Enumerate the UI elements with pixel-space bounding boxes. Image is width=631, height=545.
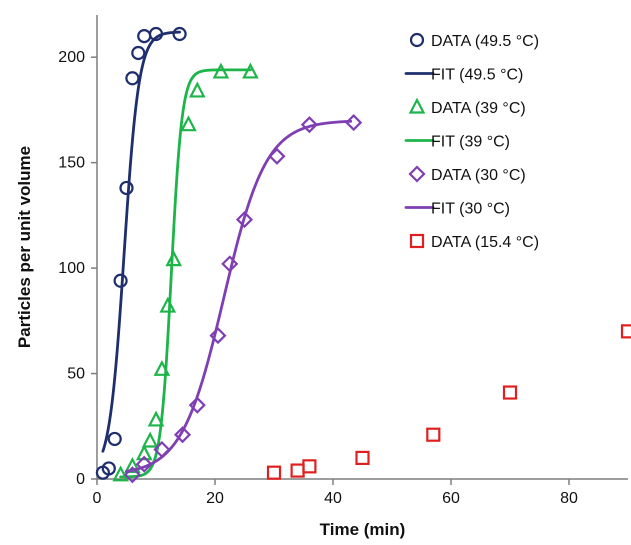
series-3 xyxy=(119,68,252,479)
x-tick-label: 80 xyxy=(560,490,578,507)
data-point xyxy=(135,455,153,473)
legend-item: DATA (49.5 °C) xyxy=(409,32,539,50)
data-point xyxy=(502,385,518,400)
data-point xyxy=(124,456,141,473)
data-point xyxy=(188,81,206,98)
y-tick-label: 0 xyxy=(76,471,85,488)
legend-marker xyxy=(408,165,426,183)
data-point xyxy=(147,410,165,427)
data-point xyxy=(300,116,318,134)
legend-marker xyxy=(409,32,425,48)
series-0 xyxy=(95,26,187,480)
data-point xyxy=(113,273,128,288)
data-point xyxy=(137,28,152,44)
data-point xyxy=(159,296,177,313)
fit-curve xyxy=(125,119,353,473)
y-axis-title: Particles per unit volume xyxy=(15,146,34,348)
legend-item: FIT (49.5 °C) xyxy=(404,67,523,84)
data-point xyxy=(107,431,122,447)
legend-item: FIT (30 °C) xyxy=(404,201,510,218)
data-point xyxy=(135,444,153,461)
data-point xyxy=(101,461,116,476)
data-point xyxy=(290,463,305,478)
legend-label: DATA (30 °C) xyxy=(431,167,526,184)
series-2 xyxy=(112,62,259,482)
y-tick-label: 200 xyxy=(58,49,85,66)
legend-label: DATA (39 °C) xyxy=(431,100,526,117)
legend-item: DATA (15.4 °C) xyxy=(409,233,539,251)
y-tick-label: 50 xyxy=(67,366,85,383)
data-point xyxy=(355,450,370,466)
axes: 0 20 40 60 80 0 50 100 150 200 Time (min) Particles… xyxy=(15,15,628,539)
x-tick-label: 20 xyxy=(206,490,224,507)
x-tick-label: 40 xyxy=(324,490,342,507)
y-tick-label: 150 xyxy=(58,155,85,172)
y-tick-label: 100 xyxy=(58,260,85,277)
data-point xyxy=(426,427,441,442)
data-point xyxy=(119,180,134,196)
legend-label: FIT (30 °C) xyxy=(431,201,510,218)
data-point xyxy=(131,45,146,61)
legend-marker xyxy=(408,97,426,114)
data-point xyxy=(620,324,631,339)
data-point xyxy=(125,71,140,86)
legend-item: DATA (30 °C) xyxy=(408,165,526,184)
data-point xyxy=(209,327,227,345)
data-point xyxy=(235,211,254,229)
data-point xyxy=(266,465,282,480)
fit-curve xyxy=(119,68,252,479)
data-point xyxy=(141,431,159,448)
data-point xyxy=(302,459,317,474)
data-point xyxy=(173,426,192,444)
legend-marker xyxy=(409,233,425,249)
x-tick-label: 0 xyxy=(93,490,102,507)
legend-item: FIT (39 °C) xyxy=(404,134,510,151)
legend: DATA (49.5 °C) FIT (49.5 °C) DATA (39 °C) F… xyxy=(404,32,539,251)
fit-curve xyxy=(101,30,181,453)
data-point xyxy=(112,465,129,482)
data-point xyxy=(172,26,187,42)
data-point xyxy=(180,115,197,132)
legend-label: FIT (49.5 °C) xyxy=(431,67,523,84)
series-layer xyxy=(95,26,631,484)
legend-label: DATA (15.4 °C) xyxy=(431,234,539,251)
data-point xyxy=(188,396,206,414)
legend-label: DATA (49.5 °C) xyxy=(431,33,539,50)
x-tick-label: 60 xyxy=(442,490,460,507)
legend-item: DATA (39 °C) xyxy=(408,97,526,117)
series-5 xyxy=(125,119,353,473)
x-axis-title: Time (min) xyxy=(320,520,406,539)
series-6 xyxy=(266,324,631,480)
data-point xyxy=(165,250,183,267)
series-1 xyxy=(101,30,181,453)
legend-label: FIT (39 °C) xyxy=(431,134,510,151)
